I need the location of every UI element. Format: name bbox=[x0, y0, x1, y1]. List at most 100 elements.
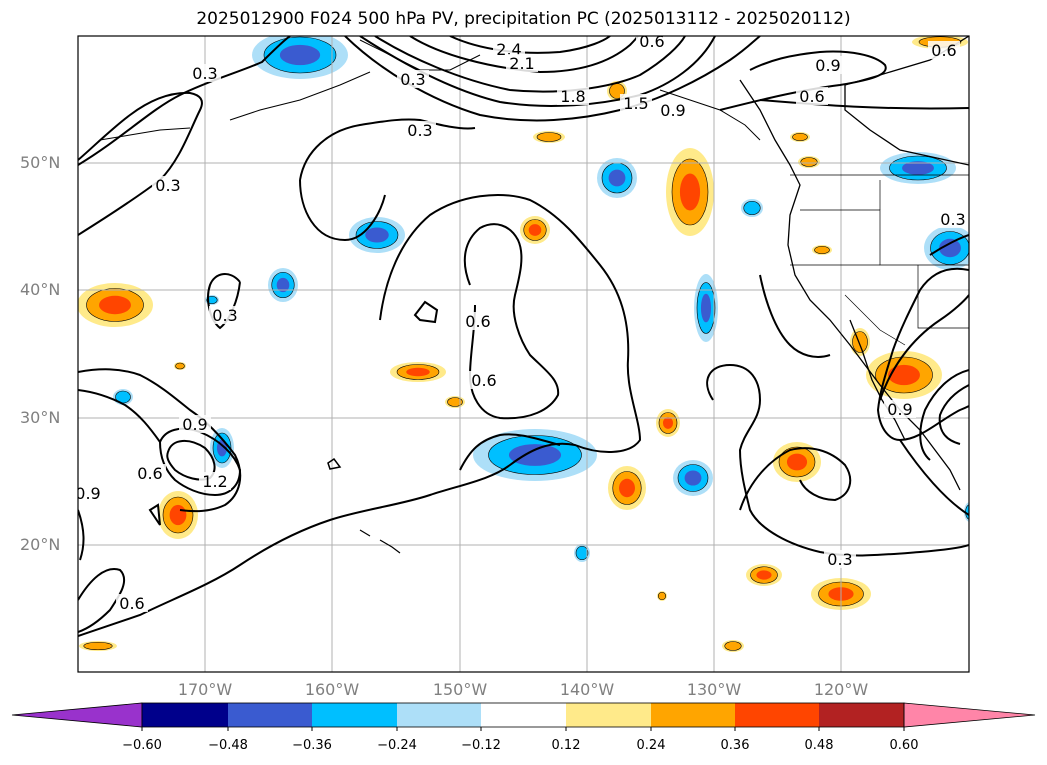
graticule bbox=[78, 36, 969, 672]
positive-precip-shading bbox=[756, 570, 772, 580]
contour-label-bg bbox=[189, 64, 221, 82]
negative-precip-shading bbox=[608, 169, 626, 187]
contour-label-bg bbox=[557, 87, 589, 105]
positive-precip-shading bbox=[99, 295, 131, 315]
contour-label: 0.9 bbox=[75, 484, 100, 503]
colorbar-tick-label: −0.12 bbox=[461, 738, 501, 753]
contour-label-bg bbox=[620, 94, 652, 112]
positive-precip-shading bbox=[852, 331, 868, 353]
longitude-label: 150°W bbox=[432, 680, 488, 699]
positive-precip-shading bbox=[724, 641, 742, 651]
positive-precip-shading bbox=[657, 591, 667, 601]
colorbar-tick-label: 0.48 bbox=[804, 738, 834, 753]
longitude-label: 140°W bbox=[559, 680, 615, 699]
latitude-label: 40°N bbox=[20, 280, 61, 299]
colorbar bbox=[11, 702, 1036, 731]
map-title: 2025012900 F024 500 hPa PV, precipitatio… bbox=[196, 9, 851, 29]
colorbar-segment bbox=[735, 703, 819, 727]
contour-label: 0.6 bbox=[799, 87, 824, 106]
colorbar-tick-label: −0.60 bbox=[122, 738, 162, 753]
contour-label: 0.3 bbox=[212, 306, 237, 325]
contour-label: 0.6 bbox=[471, 371, 496, 390]
contour-label-bg bbox=[928, 41, 960, 59]
negative-precip-shading bbox=[965, 504, 969, 520]
contour-label-bg bbox=[78, 484, 104, 502]
longitude-label: 160°W bbox=[304, 680, 360, 699]
colorbar-extend-low bbox=[11, 702, 143, 728]
positive-precip-shading bbox=[662, 417, 674, 429]
contour-label: 0.9 bbox=[887, 400, 912, 419]
positive-precip-shading bbox=[406, 367, 430, 377]
colorbar-segment bbox=[651, 703, 735, 727]
positive-precip-shading bbox=[528, 224, 542, 236]
negative-precip-shading bbox=[508, 444, 562, 466]
contour-label: 0.3 bbox=[192, 64, 217, 83]
colorbar-segment bbox=[228, 703, 312, 727]
contour-label: 2.1 bbox=[509, 54, 534, 73]
contour-label-bg bbox=[884, 400, 916, 418]
latitude-label: 20°N bbox=[20, 535, 61, 554]
colorbar-segment bbox=[312, 703, 397, 727]
longitude-label: 120°W bbox=[813, 680, 869, 699]
contour-label: 0.3 bbox=[827, 550, 852, 569]
contour-label: 0.6 bbox=[639, 32, 664, 51]
colorbar-frame bbox=[141, 702, 905, 728]
negative-precip-shading bbox=[939, 238, 961, 258]
contour-label: 0.6 bbox=[931, 41, 956, 60]
negative-precip-shading bbox=[279, 44, 321, 66]
positive-precip-shading bbox=[169, 504, 187, 526]
colorbar-segment bbox=[566, 703, 651, 727]
contour-label-bg bbox=[397, 70, 429, 88]
contour-label-bg bbox=[404, 121, 436, 139]
positive-precip-shading bbox=[447, 397, 463, 407]
positive-precip-shading bbox=[792, 132, 808, 142]
pv-contours bbox=[78, 36, 969, 637]
contour-labels: 0.30.30.30.30.32.42.11.8 1.5 0.90.90.60.60… bbox=[75, 32, 969, 613]
negative-precip-shading bbox=[276, 277, 290, 293]
contour-label: 0.9 bbox=[815, 56, 840, 75]
contour-label: 0.6 bbox=[119, 594, 144, 613]
contour-label-bg bbox=[134, 464, 166, 482]
contour-label-bg bbox=[636, 36, 668, 50]
contour-label-bg bbox=[824, 550, 856, 568]
negative-precip-shading bbox=[743, 200, 761, 216]
contour-label: 0.9 bbox=[660, 101, 685, 120]
contour-label-bg bbox=[152, 176, 184, 194]
contour-label: 0.3 bbox=[400, 70, 425, 89]
contour-label: 1.8 bbox=[560, 87, 585, 106]
colorbar-tick-label: 0.60 bbox=[889, 738, 919, 753]
plot-frame bbox=[77, 35, 970, 673]
contour-label: 0.3 bbox=[155, 176, 180, 195]
colorbar-segment bbox=[819, 703, 904, 727]
colorbar-segment bbox=[481, 703, 566, 727]
positive-precip-shading bbox=[175, 362, 185, 370]
positive-precip-shading bbox=[679, 173, 701, 211]
colorbar-segment bbox=[397, 703, 481, 727]
negative-precip-shading bbox=[365, 227, 389, 243]
positive-precip-shading bbox=[83, 641, 113, 651]
colorbar-tick-label: −0.36 bbox=[292, 738, 332, 753]
contour-label: 0.3 bbox=[940, 210, 965, 229]
contour-label-bg bbox=[812, 56, 844, 74]
positive-precip-shading bbox=[786, 453, 808, 471]
colorbar-tick-label: 0.36 bbox=[720, 738, 750, 753]
contour-label: 1.5 bbox=[623, 94, 648, 113]
colorbar-tick-label: −0.24 bbox=[377, 738, 417, 753]
negative-precip-shading bbox=[902, 161, 934, 175]
colorbar-extend-high bbox=[903, 702, 1036, 728]
contour-label-bg bbox=[796, 87, 828, 105]
contour-label-bg bbox=[493, 40, 525, 58]
negative-precip-shading bbox=[575, 545, 589, 561]
longitude-label: 170°W bbox=[177, 680, 233, 699]
positive-precip-shading bbox=[619, 478, 635, 498]
contour-label-bg bbox=[468, 371, 500, 389]
colorbar-tick-label: 0.12 bbox=[551, 738, 581, 753]
contour-label-bg bbox=[462, 312, 494, 330]
contour-label-bg bbox=[179, 415, 211, 433]
colorbar-segment bbox=[142, 703, 228, 727]
colorbar-tick-label: −0.48 bbox=[208, 738, 248, 753]
latitude-label: 50°N bbox=[20, 153, 61, 172]
contour-label-bg bbox=[209, 306, 241, 324]
latitude-label: 30°N bbox=[20, 408, 61, 427]
positive-precip-shading bbox=[888, 364, 920, 386]
